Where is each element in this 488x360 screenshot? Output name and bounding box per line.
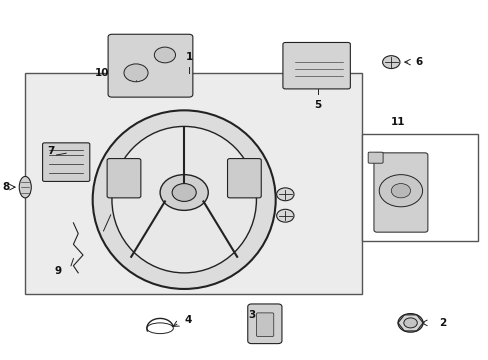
Bar: [25, 73, 362, 294]
Circle shape: [276, 188, 293, 201]
Circle shape: [403, 318, 416, 328]
Text: 8: 8: [2, 182, 9, 192]
Text: 7: 7: [47, 147, 54, 157]
Text: 3: 3: [248, 310, 255, 320]
Circle shape: [397, 314, 422, 332]
Text: 5: 5: [313, 100, 321, 110]
FancyBboxPatch shape: [283, 42, 349, 89]
Circle shape: [160, 175, 208, 210]
Text: 11: 11: [390, 117, 405, 127]
Ellipse shape: [19, 176, 31, 198]
Bar: [362, 134, 477, 241]
Text: 10: 10: [95, 68, 109, 78]
FancyBboxPatch shape: [256, 313, 273, 337]
Text: 6: 6: [414, 57, 422, 67]
Ellipse shape: [93, 111, 275, 289]
FancyBboxPatch shape: [247, 304, 282, 343]
Circle shape: [172, 184, 196, 202]
Circle shape: [276, 209, 293, 222]
FancyBboxPatch shape: [107, 158, 141, 198]
Circle shape: [390, 184, 410, 198]
FancyBboxPatch shape: [227, 158, 261, 198]
FancyBboxPatch shape: [373, 153, 427, 232]
Text: 4: 4: [184, 315, 191, 325]
Circle shape: [382, 56, 399, 68]
FancyBboxPatch shape: [42, 143, 90, 181]
Circle shape: [379, 175, 422, 207]
FancyBboxPatch shape: [108, 34, 192, 97]
Ellipse shape: [112, 126, 256, 273]
Text: 1: 1: [185, 52, 192, 62]
Circle shape: [154, 47, 175, 63]
Circle shape: [124, 64, 148, 82]
FancyBboxPatch shape: [367, 152, 382, 163]
Text: 9: 9: [54, 266, 61, 276]
Text: 2: 2: [439, 318, 446, 328]
